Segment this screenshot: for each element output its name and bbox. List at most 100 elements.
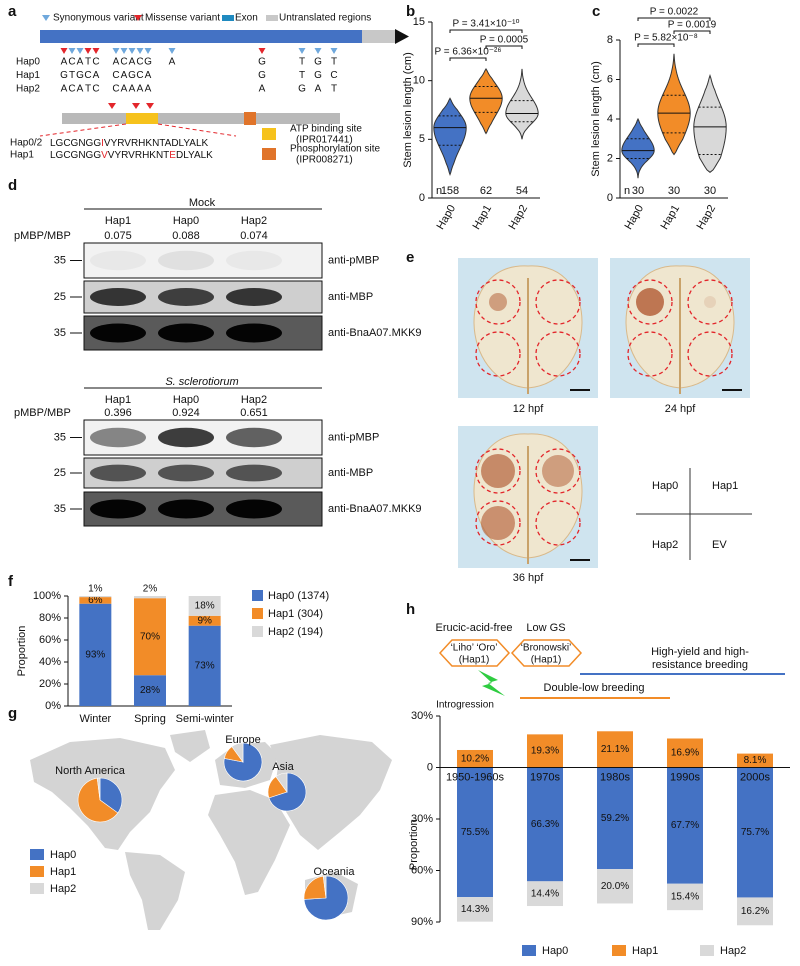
value-label: 14.3% bbox=[461, 904, 489, 915]
inoculation-site bbox=[475, 448, 521, 494]
haplotype-name: Hap2 bbox=[16, 84, 40, 95]
y-tick-label: 0% bbox=[45, 700, 61, 712]
y-axis-label: Stem lesion length (cm) bbox=[402, 52, 414, 168]
category-label: Hap1 bbox=[471, 203, 495, 232]
base: A bbox=[315, 84, 322, 95]
legend-swatch bbox=[522, 945, 536, 956]
category-label: Hap1 bbox=[659, 203, 683, 232]
y-tick-label: 80% bbox=[39, 612, 61, 624]
exon-bar bbox=[40, 30, 362, 43]
sequence-name: Hap0/2 bbox=[10, 138, 43, 149]
ratio-value: 0.075 bbox=[104, 230, 132, 242]
base: C bbox=[330, 70, 337, 81]
legend-swatch bbox=[700, 945, 714, 956]
zoom-line bbox=[39, 123, 127, 137]
base: G bbox=[76, 70, 84, 81]
value-label: 8.1% bbox=[744, 755, 767, 766]
y-tick-label: 6 bbox=[607, 73, 613, 85]
value-label: 75.5% bbox=[461, 827, 489, 838]
value-label: 9% bbox=[197, 615, 212, 626]
bar-segment bbox=[667, 767, 703, 884]
value-label: 75.7% bbox=[741, 827, 769, 838]
asia bbox=[270, 735, 392, 850]
blot-band bbox=[158, 250, 214, 271]
variant-marker bbox=[112, 48, 120, 54]
x-tick-label: Spring bbox=[134, 713, 166, 725]
y-tick-label: 0 bbox=[607, 192, 613, 204]
pie-slice bbox=[77, 777, 119, 823]
annotation: (Hap1) bbox=[531, 655, 562, 666]
size-marker: 35 bbox=[54, 431, 66, 443]
antibody-label: anti-pMBP bbox=[328, 254, 379, 266]
ratio-value: 0.924 bbox=[172, 407, 200, 419]
legend-swatch bbox=[252, 626, 263, 637]
category-label: Hap0 bbox=[623, 203, 647, 232]
blot-title: Mock bbox=[189, 197, 216, 209]
variant-marker bbox=[136, 48, 144, 54]
bar-segment bbox=[134, 598, 166, 676]
bar-segment bbox=[597, 731, 633, 768]
p-bracket bbox=[673, 30, 711, 34]
p-value: P = 0.0005 bbox=[480, 35, 529, 46]
south-america bbox=[125, 852, 185, 930]
domain-name: ATP binding site bbox=[290, 124, 362, 135]
pie-slice bbox=[223, 742, 263, 782]
base: G bbox=[298, 84, 306, 95]
legend-label: Exon bbox=[235, 13, 258, 24]
value-label: 2% bbox=[143, 584, 158, 595]
ratio-value: 0.396 bbox=[104, 407, 132, 419]
y-tick-label: 2 bbox=[607, 152, 613, 164]
blot-band bbox=[226, 464, 282, 482]
y-axis-label: Stem lesion length (cm) bbox=[590, 61, 602, 177]
region-label: Oceania bbox=[314, 866, 356, 878]
hexagon bbox=[438, 639, 511, 667]
y-tick-label: 100% bbox=[33, 590, 61, 602]
lesion bbox=[542, 455, 574, 487]
variant-marker bbox=[92, 48, 100, 54]
y-tick-label: 10 bbox=[413, 75, 425, 87]
domain-id: (IPR008271) bbox=[296, 155, 353, 166]
inoculation-site bbox=[475, 331, 521, 377]
legend-label: Hap1 bbox=[632, 945, 658, 957]
legend-swatch bbox=[30, 866, 44, 877]
pie-slice bbox=[275, 772, 288, 793]
bar-segment bbox=[188, 625, 221, 706]
phospho-site bbox=[244, 112, 256, 125]
value-label: 6% bbox=[88, 595, 103, 606]
atp-domain bbox=[126, 113, 158, 124]
base: C bbox=[84, 70, 91, 81]
p-bracket bbox=[449, 57, 487, 61]
y-axis-label: Proportion bbox=[408, 819, 420, 870]
bar-segment bbox=[457, 749, 493, 768]
blot-band bbox=[90, 427, 146, 448]
legend-swatch bbox=[612, 945, 626, 956]
base: A bbox=[61, 57, 68, 68]
caption: 36 hpf bbox=[513, 572, 545, 584]
inoculation-site bbox=[475, 500, 521, 546]
zoom-line bbox=[157, 123, 237, 137]
base: A bbox=[61, 84, 68, 95]
haplotype-name: Hap0 bbox=[16, 57, 40, 68]
variant-marker bbox=[298, 48, 306, 54]
legend-label: Hap0 bbox=[542, 945, 568, 957]
inoculation-site bbox=[535, 500, 581, 546]
ratio-label: pMBP/MBP bbox=[14, 230, 71, 242]
legend-swatch bbox=[252, 590, 263, 601]
base: G bbox=[144, 57, 152, 68]
value-label: 16.9% bbox=[671, 748, 699, 759]
value-label: 66.3% bbox=[531, 819, 559, 830]
sequence-part: V bbox=[101, 150, 108, 161]
region-label: Asia bbox=[272, 761, 294, 773]
x-tick-label: 2000s bbox=[740, 771, 770, 783]
base: C bbox=[68, 57, 75, 68]
panel-label: g bbox=[8, 705, 17, 722]
inoculation-site bbox=[535, 279, 581, 325]
bar-segment bbox=[527, 767, 563, 882]
blot-band bbox=[90, 288, 146, 306]
arrow-head bbox=[395, 29, 409, 44]
key-label: Hap0 bbox=[652, 480, 678, 492]
lightning bbox=[478, 670, 505, 696]
y-tick-label: 4 bbox=[607, 113, 613, 125]
lesion bbox=[481, 506, 515, 540]
count-label: 30 bbox=[668, 185, 680, 197]
